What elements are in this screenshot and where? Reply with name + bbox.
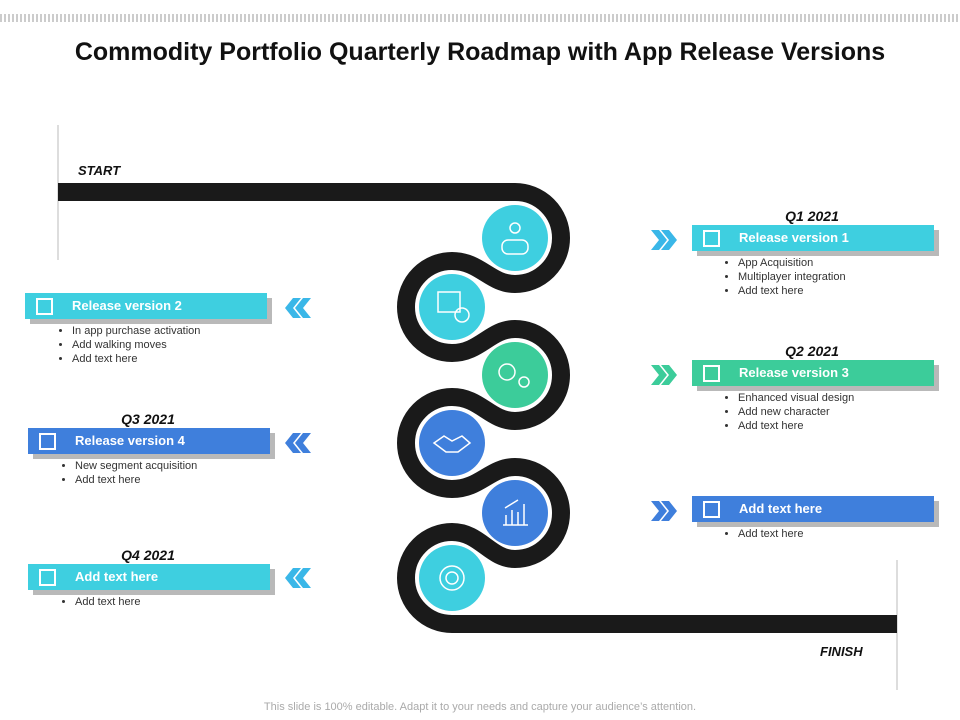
version-title: Release version 1	[739, 230, 849, 245]
bullet-item: Add text here	[75, 473, 197, 487]
icons	[432, 222, 530, 591]
bullet-item: In app purchase activation	[72, 324, 200, 338]
title: Commodity Portfolio Quarterly Roadmap wi…	[74, 38, 886, 66]
bullet-item: Add text here	[738, 419, 854, 433]
bullet-list: App AcquisitionMultiplayer integrationAd…	[720, 256, 846, 298]
version-title: Release version 2	[72, 298, 182, 313]
version-title: Add text here	[739, 501, 823, 516]
bullet-list: In app purchase activationAdd walking mo…	[54, 324, 200, 366]
checkbox-icon	[39, 569, 56, 586]
bullet-item: Multiplayer integration	[738, 270, 846, 284]
bullet-item: New segment acquisition	[75, 459, 197, 473]
version-box: Release version 3	[692, 360, 934, 386]
version-title: Release version 4	[75, 433, 185, 448]
version-box: Release version 1	[692, 225, 934, 251]
version-box: Add text here	[28, 564, 270, 590]
checkbox-icon	[39, 433, 56, 450]
footer: This slide is 100% editable. Adapt it to…	[263, 701, 697, 713]
checkbox-icon	[703, 501, 720, 518]
chevrons	[285, 230, 677, 588]
quarter-label: Q3 2021	[121, 411, 175, 427]
icon-circle	[482, 205, 548, 271]
icon-circle	[482, 480, 548, 546]
bullet-item: App Acquisition	[738, 256, 846, 270]
top-stripe	[0, 14, 960, 22]
icon-circle	[419, 410, 485, 476]
checkbox-icon	[703, 230, 720, 247]
quarter-label: Q4 2021	[121, 547, 175, 563]
bullet-list: Add text here	[720, 527, 803, 541]
bullet-item: Add text here	[72, 352, 200, 366]
version-title: Add text here	[75, 569, 159, 584]
checkbox-icon	[703, 365, 720, 382]
bullet-item: Enhanced visual design	[738, 391, 854, 405]
road	[58, 183, 897, 633]
bullet-item: Add walking moves	[72, 338, 200, 352]
bullet-item: Add text here	[738, 284, 846, 298]
version-box: Release version 2	[25, 293, 267, 319]
finish-label: FINISH	[820, 644, 863, 659]
bullet-list: Add text here	[57, 595, 140, 609]
version-title: Release version 3	[739, 365, 849, 380]
bullet-item: Add text here	[738, 527, 803, 541]
version-box: Add text here	[692, 496, 934, 522]
road-line	[415, 201, 552, 615]
bullet-list: New segment acquisitionAdd text here	[57, 459, 197, 487]
checkbox-icon	[36, 298, 53, 315]
quarter-label: Q1 2021	[785, 208, 839, 224]
version-box: Release version 4	[28, 428, 270, 454]
bullet-item: Add text here	[75, 595, 140, 609]
quarter-label: Q2 2021	[785, 343, 839, 359]
icon-circle	[419, 545, 485, 611]
bullet-item: Add new character	[738, 405, 854, 419]
icon-circle	[419, 274, 485, 340]
bullet-list: Enhanced visual designAdd new characterA…	[720, 391, 854, 433]
start-label: START	[78, 163, 121, 178]
